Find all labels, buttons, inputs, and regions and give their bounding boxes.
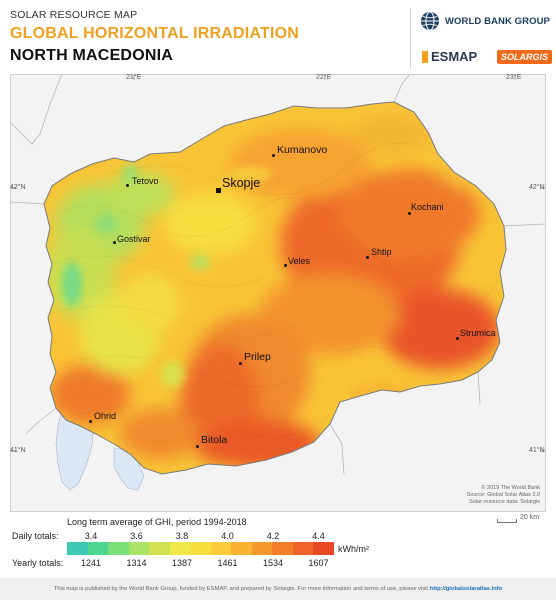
city-strumica: Strumica xyxy=(460,328,496,338)
veles-marker xyxy=(284,264,287,267)
city-ohrid: Ohrid xyxy=(94,411,117,421)
esmap-bar-icon xyxy=(422,50,428,63)
scale-label: 20 km xyxy=(520,514,540,521)
daily-value: 3.6 xyxy=(130,531,143,541)
solargis-logo: SOLARGIS xyxy=(497,50,553,64)
legend-swatch xyxy=(190,542,211,555)
legend-swatch xyxy=(87,542,108,555)
city-veles: Veles xyxy=(288,256,311,266)
bitola-marker xyxy=(196,445,199,448)
map-credits: © 2019 The World Bank Source: Global Sol… xyxy=(467,485,540,506)
esmap-logo: ESMAP xyxy=(422,49,477,64)
legend-unit: kWh/m² xyxy=(338,544,369,554)
city-shtip: Shtip xyxy=(371,247,392,257)
map-title: GLOBAL HORIZONTAL IRRADIATION xyxy=(10,25,300,42)
legend-color-bar xyxy=(67,542,334,555)
daily-value: 4.0 xyxy=(221,531,234,541)
lat-42-label-left: 42°N xyxy=(10,184,26,191)
city-kochani: Kochani xyxy=(411,202,444,212)
shtip-marker xyxy=(366,256,369,259)
skopje-marker xyxy=(216,188,221,193)
footer-link[interactable]: http://globalsolaratlas.info xyxy=(429,586,503,592)
scale-bar xyxy=(497,519,517,523)
city-tetovo: Tetovo xyxy=(132,176,159,186)
daily-value: 4.4 xyxy=(312,531,325,541)
map-subtitle: SOLAR RESOURCE MAP xyxy=(10,9,138,21)
world-bank-logo: WORLD BANK GROUP xyxy=(420,9,550,33)
yearly-value: 1314 xyxy=(126,558,147,568)
legend-swatch xyxy=(169,542,190,555)
gostivar-marker xyxy=(113,241,116,244)
credits-line-2: Source: Global Solar Atlas 2.0 xyxy=(466,492,540,498)
legend-title: Long term average of GHI, period 1994-20… xyxy=(67,517,247,527)
city-bitola: Bitola xyxy=(201,434,228,446)
yearly-value: 1241 xyxy=(80,558,102,568)
esmap-text: ESMAP xyxy=(431,49,478,64)
legend-swatch xyxy=(108,542,129,555)
credits-line-1: © 2019 The World Bank xyxy=(481,485,540,491)
legend-swatch xyxy=(67,542,88,555)
prilep-marker xyxy=(239,362,242,365)
kumanovo-marker xyxy=(272,154,275,157)
globe-icon xyxy=(420,11,440,31)
country-name: NORTH MACEDONIA xyxy=(10,47,173,64)
header-divider xyxy=(410,8,411,68)
city-prilep: Prilep xyxy=(244,351,271,363)
map-area: 21°E 22°E 23°E 42°N 42°N 41°N 41°N Skopj… xyxy=(10,74,546,512)
lat-41-label-left: 41°N xyxy=(10,447,26,454)
legend-swatch xyxy=(210,542,231,555)
daily-value: 4.2 xyxy=(266,531,280,541)
lon-23-label: 23°E xyxy=(506,74,522,81)
city-gostivar: Gostivar xyxy=(117,234,151,244)
credits-line-3: Solar resource data: Solargis xyxy=(469,499,540,505)
legend-swatch xyxy=(272,542,293,555)
yearly-value: 1461 xyxy=(217,558,238,568)
lat-42-label-right: 42°N xyxy=(529,184,545,191)
legend-swatch xyxy=(149,542,170,555)
legend-swatch xyxy=(231,542,252,555)
daily-value: 3.8 xyxy=(175,531,189,541)
city-kumanovo: Kumanovo xyxy=(277,144,328,156)
irradiation-map xyxy=(10,74,546,512)
yearly-totals-label: Yearly totals: xyxy=(12,558,64,568)
city-skopje: Skopje xyxy=(222,176,261,190)
lat-41-label-right: 41°N xyxy=(529,447,545,454)
yearly-value: 1387 xyxy=(171,558,193,568)
strumica-marker xyxy=(456,337,459,340)
daily-totals-label: Daily totals: xyxy=(12,531,59,541)
legend-swatch xyxy=(251,542,272,555)
daily-value: 3.4 xyxy=(84,531,98,541)
footer: This map is published by the World Bank … xyxy=(0,578,556,600)
yearly-value: 1607 xyxy=(308,558,329,568)
yearly-value: 1534 xyxy=(262,558,284,568)
legend-swatch xyxy=(292,542,313,555)
ohrid-marker xyxy=(89,420,92,423)
legend-swatch xyxy=(128,542,149,555)
tetovo-marker xyxy=(126,184,129,187)
lon-21-label: 21°E xyxy=(126,74,142,81)
legend-swatch xyxy=(313,542,334,555)
footer-text: This map is published by the World Bank … xyxy=(53,586,429,592)
lon-22-label: 22°E xyxy=(316,74,332,81)
world-bank-text: WORLD BANK GROUP xyxy=(444,15,550,27)
kochani-marker xyxy=(408,212,411,215)
